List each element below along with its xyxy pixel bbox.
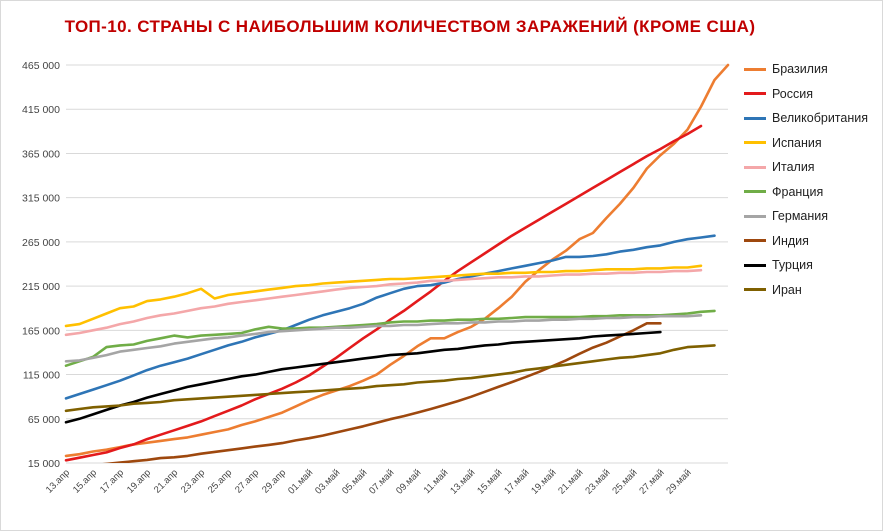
y-tick-label: 115 000 bbox=[23, 370, 60, 382]
x-tick-label: 03.май bbox=[313, 467, 342, 496]
x-tick-label: 15.май bbox=[475, 467, 504, 496]
series-line-Италия bbox=[64, 268, 703, 337]
x-tick-label: 21.апр bbox=[152, 467, 180, 495]
x-tick-label: 17.апр bbox=[98, 467, 126, 495]
legend-label: Италия bbox=[772, 160, 815, 175]
legend-swatch bbox=[744, 214, 766, 218]
legend-label: Великобритания bbox=[772, 111, 868, 126]
legend-swatch bbox=[744, 67, 766, 71]
legend: Бразилия Россия Великобритания Испания Итали… bbox=[744, 57, 883, 302]
legend-swatch bbox=[744, 263, 766, 267]
x-tick-label: 25.апр bbox=[206, 467, 234, 495]
x-tick-label: 13.май bbox=[448, 467, 477, 496]
legend-item: Германия bbox=[744, 204, 883, 229]
series-line-Франция bbox=[64, 309, 716, 368]
legend-label: Бразилия bbox=[772, 62, 828, 77]
legend-label: Россия bbox=[772, 86, 813, 101]
legend-item: Испания bbox=[744, 131, 883, 156]
x-tick-label: 27.май bbox=[637, 467, 666, 496]
legend-label: Франция bbox=[772, 184, 824, 199]
x-tick-label: 09.май bbox=[394, 467, 423, 496]
legend-swatch bbox=[744, 92, 766, 96]
series-group bbox=[64, 63, 730, 463]
legend-item: Великобритания bbox=[744, 106, 883, 131]
x-tick-label: 27.апр bbox=[233, 467, 261, 495]
legend-item: Франция bbox=[744, 180, 883, 205]
legend-item: Иран bbox=[744, 278, 883, 303]
x-tick-label: 11.май bbox=[422, 467, 451, 496]
legend-label: Индия bbox=[772, 233, 809, 248]
legend-swatch bbox=[744, 116, 766, 120]
legend-label: Иран bbox=[772, 282, 802, 297]
legend-item: Россия bbox=[744, 82, 883, 107]
x-tick-label: 17.май bbox=[502, 467, 531, 496]
y-tick-label: 365 000 bbox=[22, 148, 60, 160]
y-tick-label: 15 000 bbox=[28, 458, 60, 470]
x-tick-label: 23.май bbox=[583, 467, 612, 496]
x-tick-label: 23.апр bbox=[179, 467, 207, 495]
x-tick-label: 19.май bbox=[529, 467, 558, 496]
legend-label: Испания bbox=[772, 135, 822, 150]
series-line-Индия bbox=[102, 321, 662, 463]
y-tick-label: 65 000 bbox=[28, 414, 60, 426]
series-line-Россия bbox=[64, 124, 703, 462]
x-tick-label: 19.апр bbox=[125, 467, 153, 495]
legend-label: Германия bbox=[772, 209, 829, 224]
y-tick-label: 465 000 bbox=[22, 60, 60, 72]
x-tick-label: 07.май bbox=[367, 467, 396, 496]
series-line-Испания bbox=[64, 264, 703, 328]
x-tick-label: 29.май bbox=[664, 467, 693, 496]
series-line-Бразилия bbox=[64, 63, 730, 458]
series-line-Великобритания bbox=[64, 234, 716, 400]
x-tick-label: 01.май bbox=[286, 467, 315, 496]
chart-title: ТОП-10. СТРАНЫ С НАИБОЛЬШИМ КОЛИЧЕСТВОМ … bbox=[64, 17, 756, 36]
x-tick-label: 05.май bbox=[340, 467, 369, 496]
series-line-Германия bbox=[64, 313, 703, 363]
legend-item: Италия bbox=[744, 155, 883, 180]
x-tick-label: 15.апр bbox=[71, 467, 99, 495]
y-tick-label: 215 000 bbox=[22, 281, 60, 293]
legend-swatch bbox=[744, 141, 766, 145]
y-tick-label: 265 000 bbox=[22, 237, 60, 249]
series-line-Турция bbox=[64, 330, 662, 424]
y-tick-label: 415 000 bbox=[22, 104, 60, 116]
x-tick-label: 25.май bbox=[610, 467, 639, 496]
legend-swatch bbox=[744, 165, 766, 169]
legend-item: Индия bbox=[744, 229, 883, 254]
x-tick-label: 21.май bbox=[556, 467, 585, 496]
legend-item: Бразилия bbox=[744, 57, 883, 82]
series-line-Иран bbox=[64, 344, 716, 413]
x-tick-label: 29.апр bbox=[260, 467, 288, 495]
legend-item: Турция bbox=[744, 253, 883, 278]
legend-swatch bbox=[744, 190, 766, 194]
y-tick-label: 315 000 bbox=[22, 193, 60, 205]
legend-swatch bbox=[744, 239, 766, 243]
legend-swatch bbox=[744, 288, 766, 292]
y-tick-label: 165 000 bbox=[22, 325, 60, 337]
legend-label: Турция bbox=[772, 258, 813, 273]
x-tick-label: 13.апр bbox=[44, 467, 72, 495]
